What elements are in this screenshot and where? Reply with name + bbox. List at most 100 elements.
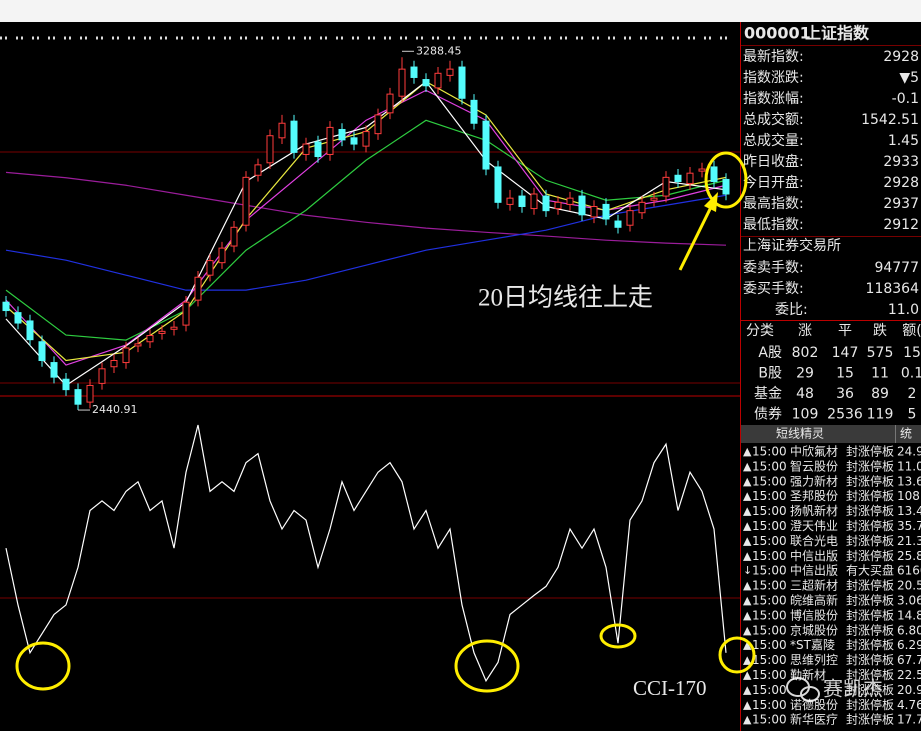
candle-body: [278, 122, 286, 139]
feed-event: 封涨停板: [846, 548, 894, 563]
candle-body: [530, 193, 538, 210]
extreme-label: 3288.45: [416, 44, 462, 57]
feed-event: 封涨停板: [846, 458, 894, 473]
feed-time: 15:00: [752, 623, 787, 637]
feed-value: 11.0: [897, 459, 921, 473]
feed-time: 15:00: [752, 698, 787, 712]
feed-mark: ▲: [743, 490, 752, 503]
candle-body: [326, 126, 334, 155]
candle-body: [14, 312, 22, 324]
candle-body: [254, 164, 262, 176]
candle-body: [290, 120, 298, 153]
candle-body: [650, 197, 658, 201]
highlight-circle: [704, 151, 748, 209]
feed-event: 封涨停板: [846, 637, 894, 652]
row-value: -0.1: [892, 91, 919, 107]
feed-mark: ▲: [743, 579, 752, 592]
arrow-head: [704, 192, 718, 212]
feed-value: 6.80: [897, 623, 921, 637]
candle-body: [578, 195, 586, 216]
feed-value: 20.5: [897, 579, 921, 593]
feed-value: 21.3: [897, 534, 921, 548]
watermark: 赛凯杰: [823, 677, 883, 701]
feed-event: 封涨停板: [846, 712, 894, 727]
feed-name: 思维列控: [790, 653, 838, 667]
icon-bubble: [800, 686, 820, 702]
feed-value: 25.8: [897, 549, 921, 563]
feed-time: 15:00: [752, 549, 787, 563]
candle-body: [182, 301, 190, 326]
candle-body: [686, 172, 694, 185]
feed-value: 24.9: [897, 445, 921, 459]
row-value: 2933: [883, 154, 919, 170]
feed-name: 扬帆新材: [790, 503, 838, 518]
feed-name: 勤新材: [790, 667, 826, 682]
table-cell: 2: [908, 386, 917, 402]
feed-mark: ▲: [743, 698, 752, 711]
feed-name: 智云股份: [790, 458, 838, 473]
feed-name: 三超新材: [790, 578, 838, 593]
feed-name: 强力新材: [790, 473, 838, 488]
candle-body: [374, 114, 382, 135]
highlight-circle: [718, 636, 756, 674]
candle-body: [170, 326, 178, 330]
table-cell: 债券: [754, 407, 782, 423]
row-label: 今日开盘:: [743, 174, 804, 191]
row-value: ▼5: [899, 70, 919, 86]
price-chart: 3288.45 2440.91: [2, 44, 730, 683]
candle-body: [434, 72, 442, 89]
candle-body: [674, 174, 682, 183]
feed-event: 封涨停板: [846, 593, 894, 608]
feed-value: 17.7: [897, 713, 921, 727]
feed-event: 封涨停板: [846, 473, 894, 488]
candle-body: [134, 343, 142, 347]
candle-body: [242, 176, 250, 226]
candle-body: [302, 143, 310, 155]
feed-tab: 统: [900, 427, 912, 441]
feed-value: 14.8: [897, 608, 921, 622]
title-strip: [0, 0, 921, 22]
feed-mark: ▲: [743, 534, 752, 547]
row-label: 总成交额:: [743, 111, 804, 128]
row-label: 委比:: [775, 302, 808, 318]
feed-name: 中信出版: [790, 563, 838, 578]
candle-body: [506, 197, 514, 205]
feed-event: 封涨停板: [846, 697, 894, 712]
candle-body: [38, 341, 46, 361]
feed-mark: ▲: [743, 549, 752, 562]
table-cell: 802: [792, 345, 819, 361]
extreme-label: 2440.91: [92, 403, 138, 416]
row-value: 1.45: [888, 133, 919, 149]
feed-event: 封涨停板: [846, 488, 894, 503]
candle-body: [422, 79, 430, 87]
feed-value: 13.4: [897, 504, 921, 518]
table-cell: 5: [908, 407, 917, 423]
table-cell: 15: [836, 366, 854, 382]
table-cell: 基金: [754, 385, 782, 402]
row-value: 2928: [883, 49, 919, 65]
feed-name: 中欣氟材: [790, 444, 838, 459]
indicator-label: CCI-170: [633, 676, 707, 700]
feed-event: 封涨停板: [846, 578, 894, 593]
table-cell: 48: [796, 386, 814, 402]
row-value: 1542.51: [861, 112, 919, 128]
feed-mark: ▲: [743, 669, 752, 682]
candle-body: [146, 335, 154, 343]
table-cell: 147: [832, 345, 859, 361]
candle-body: [614, 220, 622, 228]
candle-body: [2, 301, 10, 312]
candle-body: [314, 141, 322, 158]
feed-event: 封涨停板: [846, 607, 894, 622]
candle-body: [398, 68, 406, 97]
feed-name: 中信出版: [790, 548, 838, 563]
table-header: 额(: [902, 323, 921, 339]
feed-time: 15:00: [752, 579, 787, 593]
candle-body: [626, 210, 634, 226]
candle-body: [350, 137, 358, 145]
feed-title: 短线精灵: [776, 427, 824, 441]
row-label: 最新指数:: [743, 49, 804, 65]
row-value: 2937: [883, 196, 919, 212]
candle-body: [722, 178, 730, 195]
